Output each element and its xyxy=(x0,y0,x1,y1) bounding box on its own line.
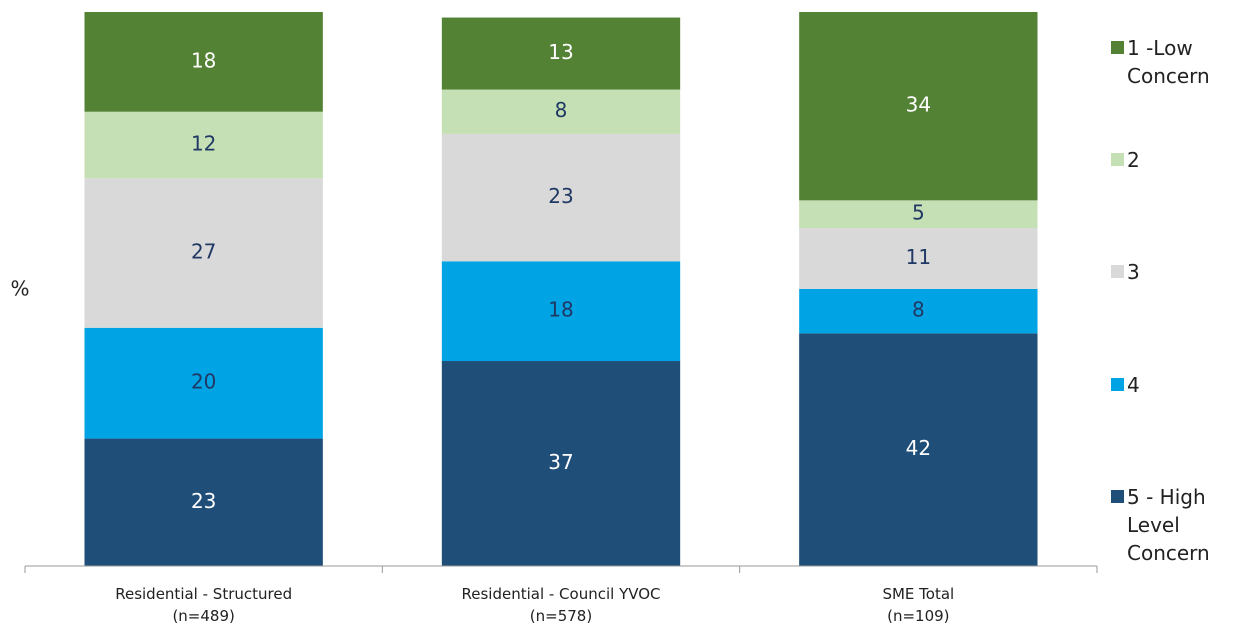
bar-segment xyxy=(799,228,1038,289)
bar-segment xyxy=(441,17,681,90)
data-label: 8 xyxy=(555,98,568,122)
data-label: 42 xyxy=(906,436,931,460)
data-label: 27 xyxy=(191,239,216,263)
legend-swatch xyxy=(1111,378,1124,391)
bar-segment xyxy=(84,111,323,179)
data-label: 23 xyxy=(191,489,216,513)
data-label: 11 xyxy=(906,245,931,269)
bar-segment xyxy=(441,261,681,362)
legend-label: 2 xyxy=(1127,148,1140,172)
bar-segment xyxy=(799,289,1038,334)
legend-swatch xyxy=(1111,153,1124,166)
data-label: 5 xyxy=(912,201,925,225)
bar-segment xyxy=(84,12,323,112)
data-label: 13 xyxy=(548,40,573,64)
data-label: 12 xyxy=(191,131,216,155)
legend-swatch xyxy=(1111,41,1124,54)
legend-label: 4 xyxy=(1127,373,1140,397)
data-label: 23 xyxy=(548,184,573,208)
bar-segment xyxy=(84,438,323,566)
bar-segment xyxy=(84,327,323,439)
data-label: 18 xyxy=(191,48,216,72)
legend-label: 5 - High Level Concern xyxy=(1127,485,1210,565)
legend-label: 1 -Low Concern xyxy=(1127,36,1210,88)
data-label: 20 xyxy=(191,370,216,394)
bar-segment xyxy=(799,12,1038,201)
bar-segment xyxy=(799,200,1038,229)
data-label: 34 xyxy=(906,93,931,117)
x-tick-label: Residential - Council YVOC (n=578) xyxy=(461,585,661,625)
data-label: 18 xyxy=(548,298,573,322)
legend-label: 3 xyxy=(1127,260,1140,284)
x-tick-label: Residential - Structured (n=489) xyxy=(115,585,293,625)
legend-swatch xyxy=(1111,265,1124,278)
bar-segment xyxy=(799,333,1038,566)
bar-segment xyxy=(441,361,681,566)
data-label: 37 xyxy=(548,450,573,474)
data-label: 8 xyxy=(912,298,925,322)
bar-segment xyxy=(441,133,681,262)
x-tick-label: SME Total (n=109) xyxy=(882,585,955,625)
bar-segment xyxy=(84,178,323,328)
y-axis-label: % xyxy=(10,277,29,301)
bar-segment xyxy=(441,89,681,134)
legend-swatch xyxy=(1111,490,1124,503)
